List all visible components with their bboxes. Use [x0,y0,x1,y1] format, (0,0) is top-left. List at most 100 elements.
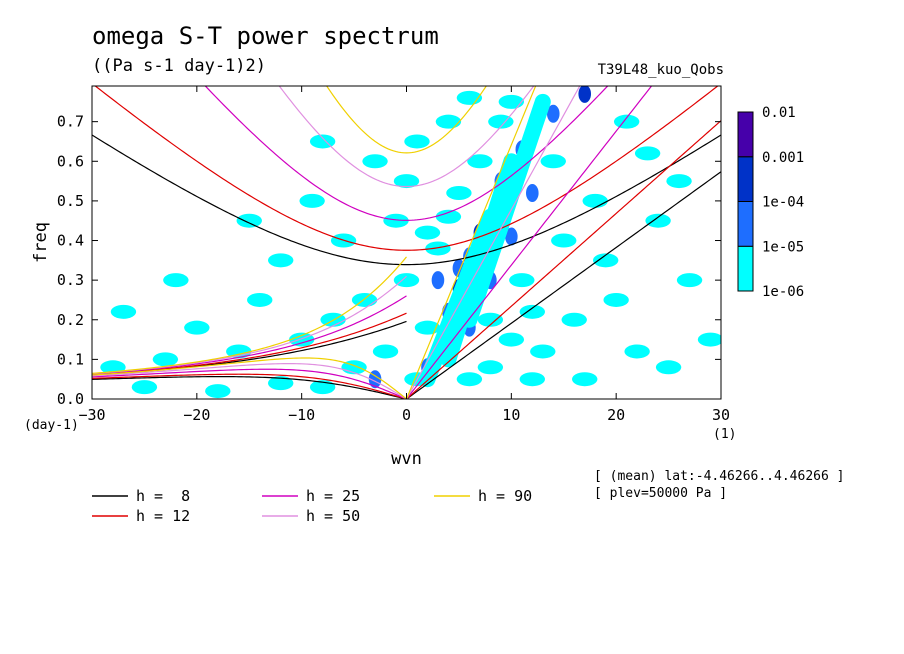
legend-label: h = 90 [478,487,532,505]
contour-cell [435,209,462,224]
contour-cell [655,360,682,375]
gravity-curve [278,86,535,188]
contour-cell [505,227,518,246]
gravity-curve [92,134,721,266]
contour-cell [383,213,409,228]
contour-cell [268,253,294,268]
contour-cell [578,86,592,103]
kelvin-curve [405,86,581,399]
colorbar-segment [737,111,754,158]
colorbar-label: 1e-04 [762,195,804,211]
y-unit-label: (day-1) [24,418,79,433]
contour-cell [498,332,525,347]
y-tick-label: 0.0 [57,390,84,408]
contour-band [440,153,520,368]
contour-cell [592,253,619,268]
contour-cell [526,183,539,202]
contour-cell [613,114,640,129]
meta-plev: [ plev=50000 Pa ] [594,486,728,501]
contour-cell [368,370,382,389]
contour-cell [624,344,650,359]
gravity-curve [204,86,609,221]
contour-cell [372,344,399,359]
colorbar-label: 0.001 [762,150,804,166]
contour-cell [362,154,388,169]
contour-cell [477,312,504,327]
contour-cell [634,146,661,161]
contour-cell [431,271,445,290]
gravity-curve [326,86,488,154]
x-axis-label: wvn [391,449,422,469]
dispersion-curves [92,86,721,399]
contour-cell [572,372,598,387]
chart-title: omega S-T power spectrum [92,22,439,50]
contour-cell [393,273,420,288]
rossby-curve [92,368,407,399]
colorbar-segment [737,245,754,292]
contour-cell [540,154,566,169]
contour-cell [546,104,560,123]
contour-cell [498,94,525,109]
contour-cell [404,134,430,149]
x-tick-label: 30 [712,406,730,424]
meta-latitude: [ (mean) lat:-4.46266..4.46266 ] [594,469,845,484]
contour-cell [603,292,629,307]
run-name: T39L48_kuo_Qobs [597,62,724,78]
kelvin-curve [406,120,721,399]
rossby-curve [92,357,407,399]
x-tick-label: 0 [402,406,411,424]
contour-cell [414,320,441,335]
contour-cell [582,193,608,208]
kelvin-curve [405,86,537,399]
contour-cell [530,344,556,359]
contour-cell [236,213,262,228]
colorbar-label: 1e-05 [762,239,804,255]
contour-cell [435,114,462,129]
mrg-curve [92,295,407,375]
legend-label: h = 8 [136,487,190,505]
contour-cell [205,384,231,399]
legend-label: h = 50 [306,507,360,525]
contour-cell [414,225,441,240]
contour-cell [488,114,514,129]
gravity-curve [94,86,719,251]
contour-cell [519,304,545,319]
kelvin-curve [406,86,653,399]
contour-cell [351,292,378,307]
contour-cell [456,372,483,387]
chart-subtitle: ((Pa s-1 day-1)2) [92,56,266,76]
mrg-curve [92,256,407,374]
x-tick-label: 20 [607,406,625,424]
rossby-curve [92,362,407,399]
contour-cell [446,185,472,200]
x-unit-label: (1) [713,427,736,442]
contour-cell [393,174,420,189]
rossby-curve [92,375,407,399]
colorbar-segment [737,156,754,202]
contour-cell [666,174,692,189]
contour-cell [551,233,577,248]
y-tick-label: 0.7 [57,113,84,131]
contour-cell [697,332,721,347]
x-tick-label: −10 [288,406,315,424]
contour-cell [110,304,137,319]
colorbar-segment [737,201,754,247]
contour-cell [477,360,504,375]
y-axis-label: freq [31,222,51,263]
contour-band [461,93,551,328]
x-tick-label: −20 [183,406,210,424]
rossby-curve [92,373,407,399]
y-tick-label: 0.4 [57,232,84,250]
y-tick-label: 0.1 [57,350,84,368]
legend-label: h = 25 [306,487,360,505]
x-tick-label: 10 [502,406,520,424]
contour-cell [519,372,545,387]
contour-cell [676,273,703,288]
mrg-curve [92,312,407,376]
colorbar-label: 0.01 [762,105,796,121]
x-tick-label: −30 [78,406,105,424]
y-tick-label: 0.2 [57,311,84,329]
contour-cell [184,320,210,335]
contour-cell [645,213,671,228]
